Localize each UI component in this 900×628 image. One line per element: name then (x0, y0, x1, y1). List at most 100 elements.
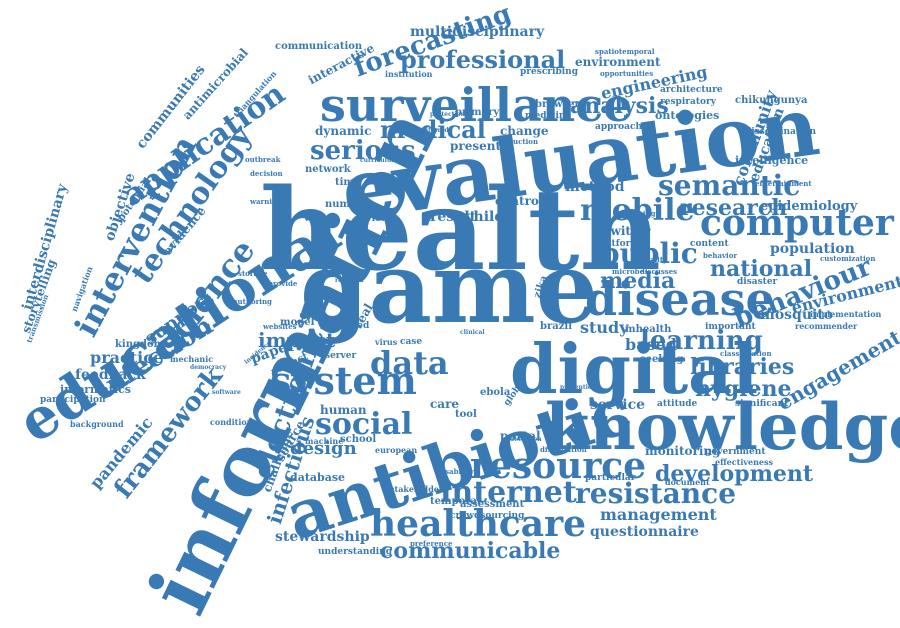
word-particular: particular (585, 473, 636, 483)
word-storage: storage (238, 269, 268, 278)
word-surveillance: surveillance (320, 78, 633, 132)
word-dynamic: dynamic (315, 124, 372, 138)
word-recommender: recommender (795, 321, 858, 331)
word-case: case (400, 337, 423, 347)
word-curriculum: curriculum (360, 157, 398, 164)
word-temporal: temporal (430, 496, 481, 507)
word-stakeholder: stakeholder (390, 484, 444, 494)
word-protection: protection (430, 111, 466, 118)
word-specific: specific (320, 322, 350, 331)
word-result: result (430, 209, 477, 225)
word-environment: environment (575, 55, 661, 69)
word-provide: provide (268, 279, 298, 288)
word-browser: browser (535, 99, 580, 110)
word-virus: virus (375, 337, 398, 347)
word-database: database (290, 471, 346, 484)
word-professional: professional (400, 45, 566, 74)
word-mosquito: mosquito (760, 307, 834, 323)
word-communicable: communicable (380, 538, 561, 564)
word-medicine: medicine (525, 111, 572, 121)
word-mobile: mobile (580, 193, 695, 228)
word-server: server (325, 351, 357, 361)
word-mhealth: mhealth (625, 324, 672, 335)
word-child: child (465, 209, 505, 225)
word-review: review (356, 214, 389, 224)
word-tool: tool (455, 409, 477, 420)
word-change: change (500, 124, 549, 138)
word-decision: decision (250, 169, 283, 178)
word-model: model (280, 317, 315, 328)
word-method: method (565, 179, 625, 195)
word-seeking: seeking (640, 354, 684, 365)
word-multidisciplinary: multidisciplinary (410, 24, 545, 40)
word-brazil: brazil (540, 321, 573, 332)
word-prescribing: prescribing (520, 67, 579, 77)
word-condition: condition (210, 417, 253, 427)
word-libraries: libraries (690, 354, 795, 380)
word-based: based (625, 335, 677, 354)
word-software: software (212, 389, 241, 396)
word-implementation: implementation (810, 309, 882, 319)
word-ebola: ebola (480, 387, 511, 398)
word-epidemiology: epidemiology (760, 199, 858, 214)
word-usability: usability (440, 467, 474, 476)
word-questionnaire: questionnaire (590, 524, 699, 540)
word-semantic: semantic (658, 169, 801, 202)
word-number: number (325, 199, 369, 210)
word-mechanic: mechanic (170, 354, 214, 364)
word-public: public (600, 237, 698, 270)
word-machine: machine (305, 436, 344, 446)
word-crowdsourcing: crowdsourcing (450, 511, 525, 521)
word-platform: platform (596, 239, 640, 249)
word-resource: resource (470, 445, 647, 487)
word-distribution: distribution (540, 445, 587, 454)
word-population: population (770, 241, 855, 257)
word-portal: portal (500, 429, 541, 443)
word-authoring: authoring (233, 297, 272, 306)
word-websites: websites (263, 322, 297, 331)
word-respiratory: respiratory (660, 97, 716, 107)
word-disaster: disaster (737, 277, 778, 287)
word-system: system (270, 358, 417, 403)
word-chikungunya: chikungunya (735, 95, 808, 106)
word-media: media (600, 268, 676, 294)
word-participation: participation (40, 395, 106, 405)
word-development: development (655, 461, 814, 487)
word-feedback: feedback (75, 367, 146, 383)
word-attitude: attitude (657, 399, 698, 409)
word-health: health (260, 165, 661, 296)
word-important: important (705, 322, 756, 332)
word-behavior: behavior (703, 251, 738, 260)
word-architecture: architecture (660, 85, 723, 95)
word-government: government (705, 447, 766, 457)
word-care: care (430, 397, 460, 411)
word-design: design (290, 438, 357, 459)
word-research: research (680, 195, 788, 221)
word-reduction: reduction (500, 137, 539, 146)
word-background: background (70, 419, 124, 429)
word-microbe: microbe (612, 267, 645, 276)
word-preference: preference (410, 539, 453, 548)
word-classification: classification (720, 349, 772, 358)
word-warning: warning (250, 197, 282, 206)
word-customization: customization (820, 254, 876, 263)
word-analysis: analysis (570, 93, 669, 119)
word-spatiotemporal: spatiotemporal (595, 47, 655, 56)
word-entertainment: entertainment (755, 179, 812, 188)
word-disease: disease (585, 272, 775, 326)
word-institution: institution (385, 69, 433, 79)
word-approach: approach (595, 122, 643, 132)
word-kingdom: kingdom (115, 339, 165, 350)
word-serious: serious (310, 136, 416, 166)
word-practice: practice (90, 348, 164, 367)
word-present: present (450, 139, 502, 153)
word-resistance: resistance (575, 477, 737, 510)
word-game: game (300, 231, 599, 346)
word-monitoring: monitoring (645, 444, 721, 458)
word-quality: quality (640, 255, 668, 264)
word-informatics: informatics (60, 383, 131, 396)
word-stewardship: stewardship (275, 529, 370, 545)
word-social: social (315, 407, 413, 442)
word-computer: computer (700, 202, 894, 244)
word-ontologies: ontologies (655, 109, 720, 122)
